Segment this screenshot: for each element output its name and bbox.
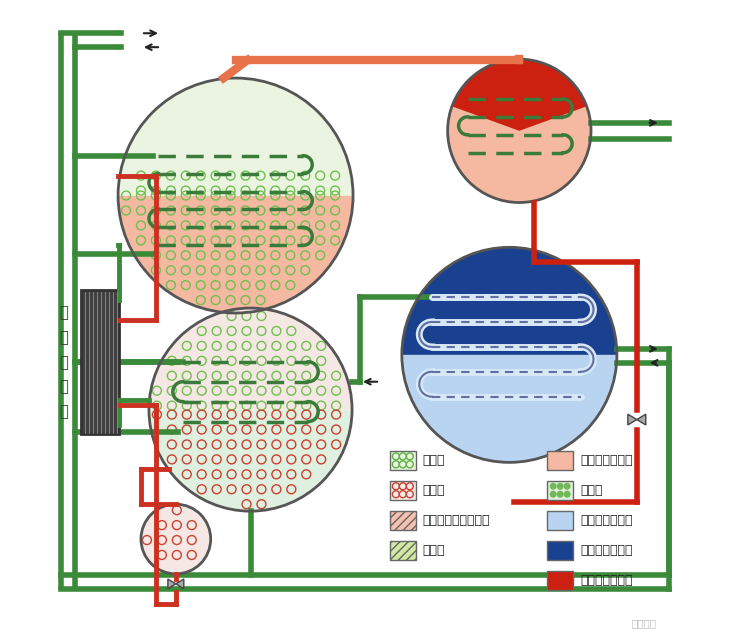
Circle shape <box>564 491 571 498</box>
Bar <box>390 511 416 530</box>
Text: 低压气态制冷剂: 低压气态制冷剂 <box>580 514 633 527</box>
Circle shape <box>550 491 557 498</box>
Wedge shape <box>149 308 352 410</box>
Circle shape <box>447 59 591 202</box>
Bar <box>390 452 416 470</box>
Polygon shape <box>168 579 176 589</box>
Text: 制冷世界: 制冷世界 <box>631 619 656 628</box>
Wedge shape <box>402 248 617 355</box>
Bar <box>548 452 573 470</box>
Text: 贫溶液: 贫溶液 <box>423 484 445 497</box>
Circle shape <box>557 491 564 498</box>
Bar <box>548 571 573 590</box>
Text: 溶
液
换
热
器: 溶 液 换 热 器 <box>59 306 68 419</box>
Bar <box>81 290 119 434</box>
Wedge shape <box>149 410 352 511</box>
Text: 载冷剂: 载冷剂 <box>423 544 445 557</box>
Wedge shape <box>402 355 617 463</box>
Wedge shape <box>118 195 353 313</box>
Bar <box>390 481 416 500</box>
Text: 冷却水: 冷却水 <box>580 484 602 497</box>
Polygon shape <box>176 579 184 589</box>
Circle shape <box>557 483 564 490</box>
Text: 低压液态制冷剂: 低压液态制冷剂 <box>580 544 633 557</box>
Circle shape <box>141 504 211 574</box>
Wedge shape <box>452 59 587 131</box>
Text: 富溶液: 富溶液 <box>423 454 445 468</box>
Polygon shape <box>637 414 646 425</box>
Bar <box>548 511 573 530</box>
Bar <box>548 481 573 500</box>
Wedge shape <box>118 78 353 195</box>
Circle shape <box>550 483 557 490</box>
Circle shape <box>564 483 571 490</box>
Text: 热源（热水或蒸汽）: 热源（热水或蒸汽） <box>423 514 491 527</box>
Text: 高压气态制冷剂: 高压气态制冷剂 <box>580 454 633 468</box>
Bar <box>548 541 573 560</box>
Bar <box>390 541 416 560</box>
Text: 高压液态制冷剂: 高压液态制冷剂 <box>580 574 633 587</box>
Polygon shape <box>628 414 637 425</box>
